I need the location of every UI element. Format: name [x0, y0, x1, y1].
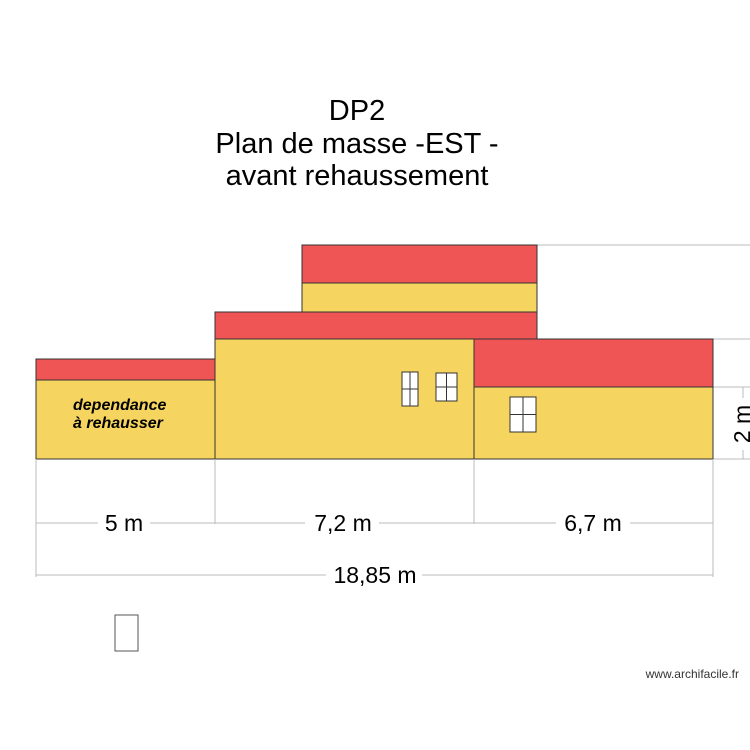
title-line-3: avant rehaussement [226, 160, 489, 192]
window-icon [509, 396, 537, 433]
dimension-label-seg2: 7,2 m [314, 510, 372, 536]
dimension-label-height: 2 m [729, 405, 750, 443]
drawing-title: DP2 Plan de masse -EST - avant rehaussem… [215, 95, 498, 192]
title-line-2: Plan de masse -EST - [215, 128, 498, 160]
dimension-labels: 5 m 7,2 m 6,7 m 18,85 m 2 m [98, 398, 750, 588]
reference-lines [537, 244, 750, 460]
window-icon [435, 372, 458, 402]
dimension-label-total: 18,85 m [333, 562, 416, 588]
door-marker [114, 614, 139, 652]
main-building-roof [214, 311, 538, 340]
watermark-text: www.archifacile.fr [645, 667, 739, 681]
title-line-1: DP2 [329, 95, 385, 127]
upper-block-wall [301, 282, 538, 313]
annex-roof [35, 358, 216, 381]
label-background [98, 510, 150, 536]
dimension-label-seg1: 5 m [105, 510, 143, 536]
label-background [305, 510, 379, 536]
annex-label-line-1: dependance [73, 397, 166, 414]
annex-label-line-2: à rehausser [73, 415, 164, 432]
main-building [214, 311, 538, 460]
right-building-roof [473, 338, 714, 388]
label-background [556, 510, 630, 536]
upper-block [301, 244, 538, 313]
right-building [473, 338, 714, 460]
annex-wall [35, 379, 216, 460]
main-building-wall [214, 338, 475, 460]
annex-building: dependance à rehausser [35, 358, 216, 460]
label-background [326, 562, 422, 588]
label-background [731, 398, 750, 450]
dimension-label-seg3: 6,7 m [564, 510, 622, 536]
window-icon [401, 371, 419, 407]
upper-block-roof [301, 244, 538, 284]
